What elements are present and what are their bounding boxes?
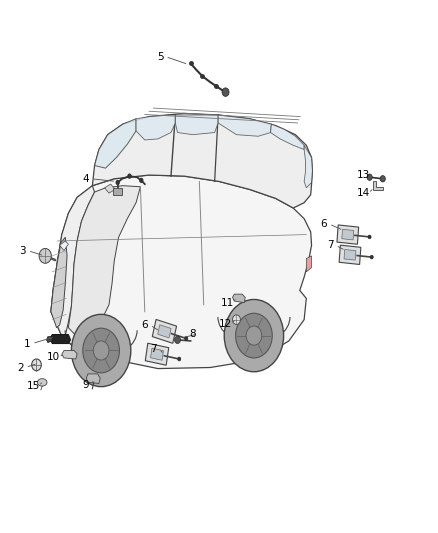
Text: 8: 8 xyxy=(190,329,196,339)
Polygon shape xyxy=(92,114,312,208)
Circle shape xyxy=(222,88,229,96)
Polygon shape xyxy=(218,115,272,136)
Polygon shape xyxy=(68,185,141,335)
Circle shape xyxy=(367,174,372,180)
Polygon shape xyxy=(175,115,218,135)
Polygon shape xyxy=(152,319,177,343)
Circle shape xyxy=(185,336,188,341)
Polygon shape xyxy=(62,351,77,359)
Text: 15: 15 xyxy=(27,381,40,391)
Circle shape xyxy=(368,235,371,239)
Circle shape xyxy=(139,177,144,183)
Circle shape xyxy=(174,336,180,344)
Text: 5: 5 xyxy=(157,52,163,61)
Polygon shape xyxy=(373,181,383,190)
Text: 6: 6 xyxy=(321,219,327,229)
Circle shape xyxy=(93,341,109,360)
Polygon shape xyxy=(50,335,71,344)
Text: 7: 7 xyxy=(150,344,157,354)
Polygon shape xyxy=(51,175,311,368)
Text: 4: 4 xyxy=(82,174,89,184)
Polygon shape xyxy=(344,249,356,260)
Circle shape xyxy=(71,314,131,386)
Circle shape xyxy=(380,175,385,182)
Polygon shape xyxy=(158,325,171,338)
Circle shape xyxy=(224,300,284,372)
Polygon shape xyxy=(136,115,175,140)
Text: 14: 14 xyxy=(357,188,370,198)
Circle shape xyxy=(83,328,120,373)
Text: 2: 2 xyxy=(17,362,24,373)
Polygon shape xyxy=(95,119,136,168)
Text: 3: 3 xyxy=(19,246,26,255)
Circle shape xyxy=(32,359,41,370)
Text: 12: 12 xyxy=(219,319,232,329)
Text: 7: 7 xyxy=(327,240,334,250)
Polygon shape xyxy=(105,184,115,193)
Polygon shape xyxy=(60,241,68,251)
Polygon shape xyxy=(233,294,245,303)
Circle shape xyxy=(246,326,262,345)
Circle shape xyxy=(127,173,132,179)
Text: 10: 10 xyxy=(46,352,60,362)
Polygon shape xyxy=(342,229,354,240)
Polygon shape xyxy=(113,188,122,195)
Text: 1: 1 xyxy=(24,338,30,349)
Circle shape xyxy=(116,180,120,185)
Polygon shape xyxy=(145,343,169,365)
Text: 11: 11 xyxy=(221,297,234,308)
Polygon shape xyxy=(46,337,52,343)
Polygon shape xyxy=(51,185,95,341)
Circle shape xyxy=(178,357,181,361)
Polygon shape xyxy=(151,348,163,360)
Text: 9: 9 xyxy=(82,379,89,390)
Circle shape xyxy=(370,255,373,259)
Polygon shape xyxy=(86,374,100,383)
Circle shape xyxy=(233,315,240,325)
Circle shape xyxy=(236,313,272,358)
Polygon shape xyxy=(51,237,67,328)
Polygon shape xyxy=(339,245,361,264)
Text: 6: 6 xyxy=(141,320,148,330)
Polygon shape xyxy=(304,146,312,188)
Polygon shape xyxy=(337,225,359,244)
Polygon shape xyxy=(271,124,304,150)
Polygon shape xyxy=(306,256,311,272)
Ellipse shape xyxy=(37,378,47,386)
Circle shape xyxy=(39,248,51,263)
Text: 13: 13 xyxy=(357,170,370,180)
